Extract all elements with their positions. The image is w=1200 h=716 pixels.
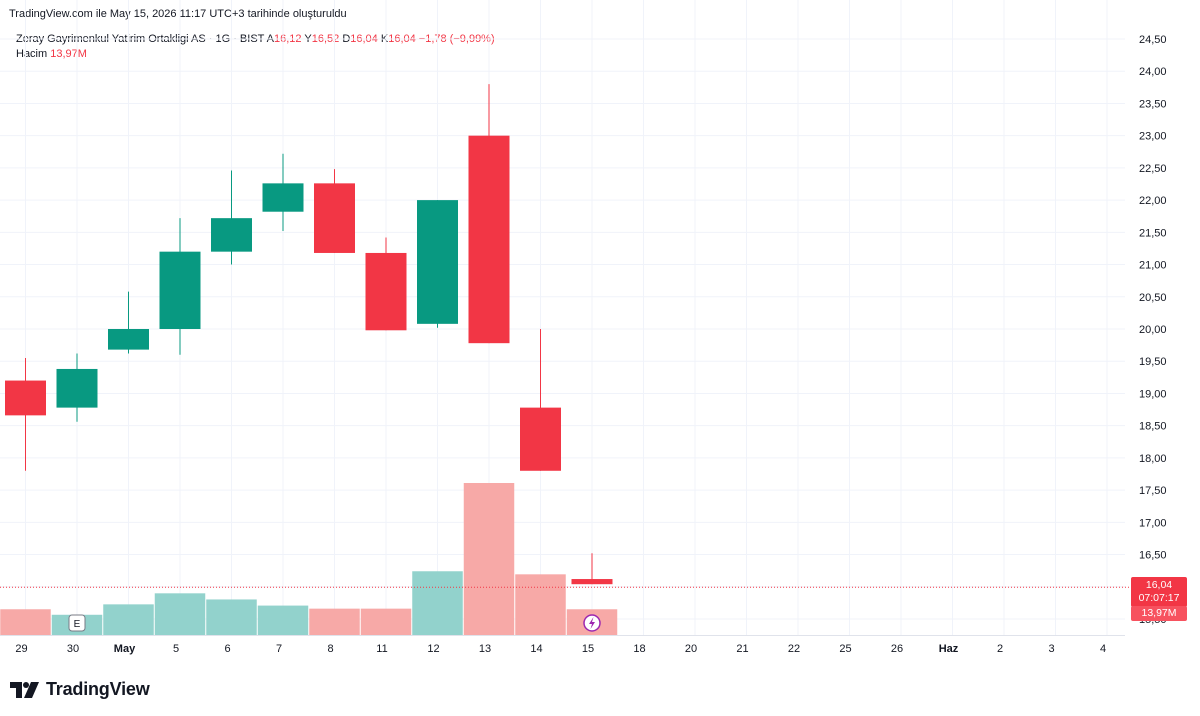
- time-tick-label: 4: [1100, 643, 1106, 655]
- price-tick-label: 19,50: [1139, 356, 1167, 368]
- time-tick-label: 6: [224, 643, 230, 655]
- volume-bar: [103, 604, 154, 635]
- volume-bar: [463, 483, 515, 635]
- time-tick-label: 13: [479, 643, 491, 655]
- candle: [211, 170, 252, 265]
- earnings-marker-icon[interactable]: E: [68, 614, 86, 632]
- time-tick-label: 29: [15, 643, 27, 655]
- volume-bars: [0, 483, 618, 635]
- time-tick-label: 25: [839, 643, 851, 655]
- candle: [520, 329, 561, 471]
- candle-body: [262, 183, 304, 212]
- legend-volume-row: Hacim 13,97M: [16, 47, 495, 62]
- earnings-marker-box: [68, 614, 86, 632]
- time-tick-label: 8: [327, 643, 333, 655]
- time-tick-label: 21: [736, 643, 748, 655]
- time-tick-label: 20: [685, 643, 697, 655]
- time-tick-label: 3: [1048, 643, 1054, 655]
- time-tick-label: 14: [530, 643, 542, 655]
- time-tick-label: 15: [582, 643, 594, 655]
- candle-body: [468, 135, 510, 344]
- volume-bar: [257, 605, 309, 635]
- chart-markers: E: [68, 614, 601, 632]
- lightning-icon[interactable]: [583, 614, 601, 632]
- price-tick-label: 21,50: [1139, 227, 1167, 239]
- last-price-value: 16,04: [1145, 579, 1173, 591]
- time-tick-label: 2: [997, 643, 1003, 655]
- candle: [417, 200, 458, 328]
- time-axis: 29 30 May 5 6 7 8 11 12 13 14 15 18 20 21 22 25 26 Haz 2 3 4: [15, 643, 1106, 655]
- price-tick-label: 20,00: [1139, 324, 1167, 336]
- price-tick-label: 17,50: [1139, 485, 1167, 497]
- volume-bar: [206, 599, 257, 635]
- price-tick-label: 17,00: [1139, 517, 1167, 529]
- earnings-marker-label: E: [74, 619, 81, 630]
- price-tick-label: 24,00: [1139, 66, 1167, 78]
- price-tick-label: 23,50: [1139, 98, 1167, 110]
- candle-body: [5, 380, 46, 416]
- candle-body: [56, 368, 98, 408]
- volume-bar: [309, 608, 360, 635]
- price-tick-label: 20,50: [1139, 292, 1167, 304]
- lightning-icon-bolt: [589, 617, 595, 629]
- bar-countdown: 07:07:17: [1138, 592, 1180, 604]
- tradingview-logo-icon: [10, 681, 39, 698]
- candle-body: [365, 252, 407, 331]
- last-price-tag: 16,04 07:07:17: [1131, 577, 1187, 607]
- price-tick-label: 23,00: [1139, 131, 1167, 143]
- candle: [56, 353, 98, 422]
- candle: [159, 218, 201, 355]
- chart-caption: TradingView.com ile May 15, 2026 11:17 U…: [9, 8, 347, 20]
- last-volume-tag: 13,97M: [1131, 606, 1187, 621]
- time-tick-label: 30: [67, 643, 79, 655]
- price-tick-label: 18,50: [1139, 421, 1167, 433]
- time-tick-label: May: [114, 643, 136, 655]
- time-tick-label: 11: [376, 643, 387, 655]
- candle-body: [159, 251, 201, 329]
- time-tick-label: 18: [633, 643, 645, 655]
- candle-body: [314, 183, 355, 253]
- candle: [108, 291, 149, 354]
- time-tick-label: Haz: [939, 643, 959, 655]
- price-tick-label: 22,00: [1139, 195, 1167, 207]
- volume-bar: [0, 609, 51, 635]
- candle: [314, 169, 355, 253]
- candle-body: [571, 579, 613, 585]
- legend-volume-label[interactable]: Hacim: [16, 48, 48, 60]
- candle: [468, 84, 510, 344]
- volume-bar: [154, 593, 206, 635]
- candle-body: [211, 218, 252, 252]
- time-tick-label: 5: [173, 643, 179, 655]
- price-axis: 24,50 24,00 23,50 23,00 22,50 22,00 21,50 21,00…: [0, 34, 1167, 636]
- price-tick-label: 21,00: [1139, 260, 1167, 272]
- time-tick-label: 22: [788, 643, 800, 655]
- candle-body: [417, 200, 458, 324]
- price-tick-label: 19,00: [1139, 388, 1167, 400]
- legend-volume-value: 13,97M: [50, 48, 87, 60]
- time-tick-label: 7: [276, 643, 282, 655]
- candles: [0, 84, 1131, 588]
- price-tick-label: 18,00: [1139, 453, 1167, 465]
- candle: [5, 358, 46, 471]
- time-tick-label: 26: [891, 643, 903, 655]
- price-tick-label: 22,50: [1139, 163, 1167, 175]
- price-tick-label: 24,50: [1139, 34, 1167, 46]
- candle-body: [108, 329, 149, 350]
- candle: [571, 553, 613, 585]
- candle-body: [520, 407, 561, 471]
- volume-bar: [360, 608, 412, 635]
- volume-bar: [412, 571, 463, 635]
- candle: [365, 237, 407, 331]
- price-tick-label: 16,50: [1139, 550, 1167, 562]
- tradingview-logo-text: TradingView: [46, 679, 150, 699]
- candle: [262, 153, 304, 232]
- tradingview-logo[interactable]: TradingView: [10, 679, 150, 700]
- volume-bar: [515, 574, 566, 635]
- time-tick-label: 12: [427, 643, 439, 655]
